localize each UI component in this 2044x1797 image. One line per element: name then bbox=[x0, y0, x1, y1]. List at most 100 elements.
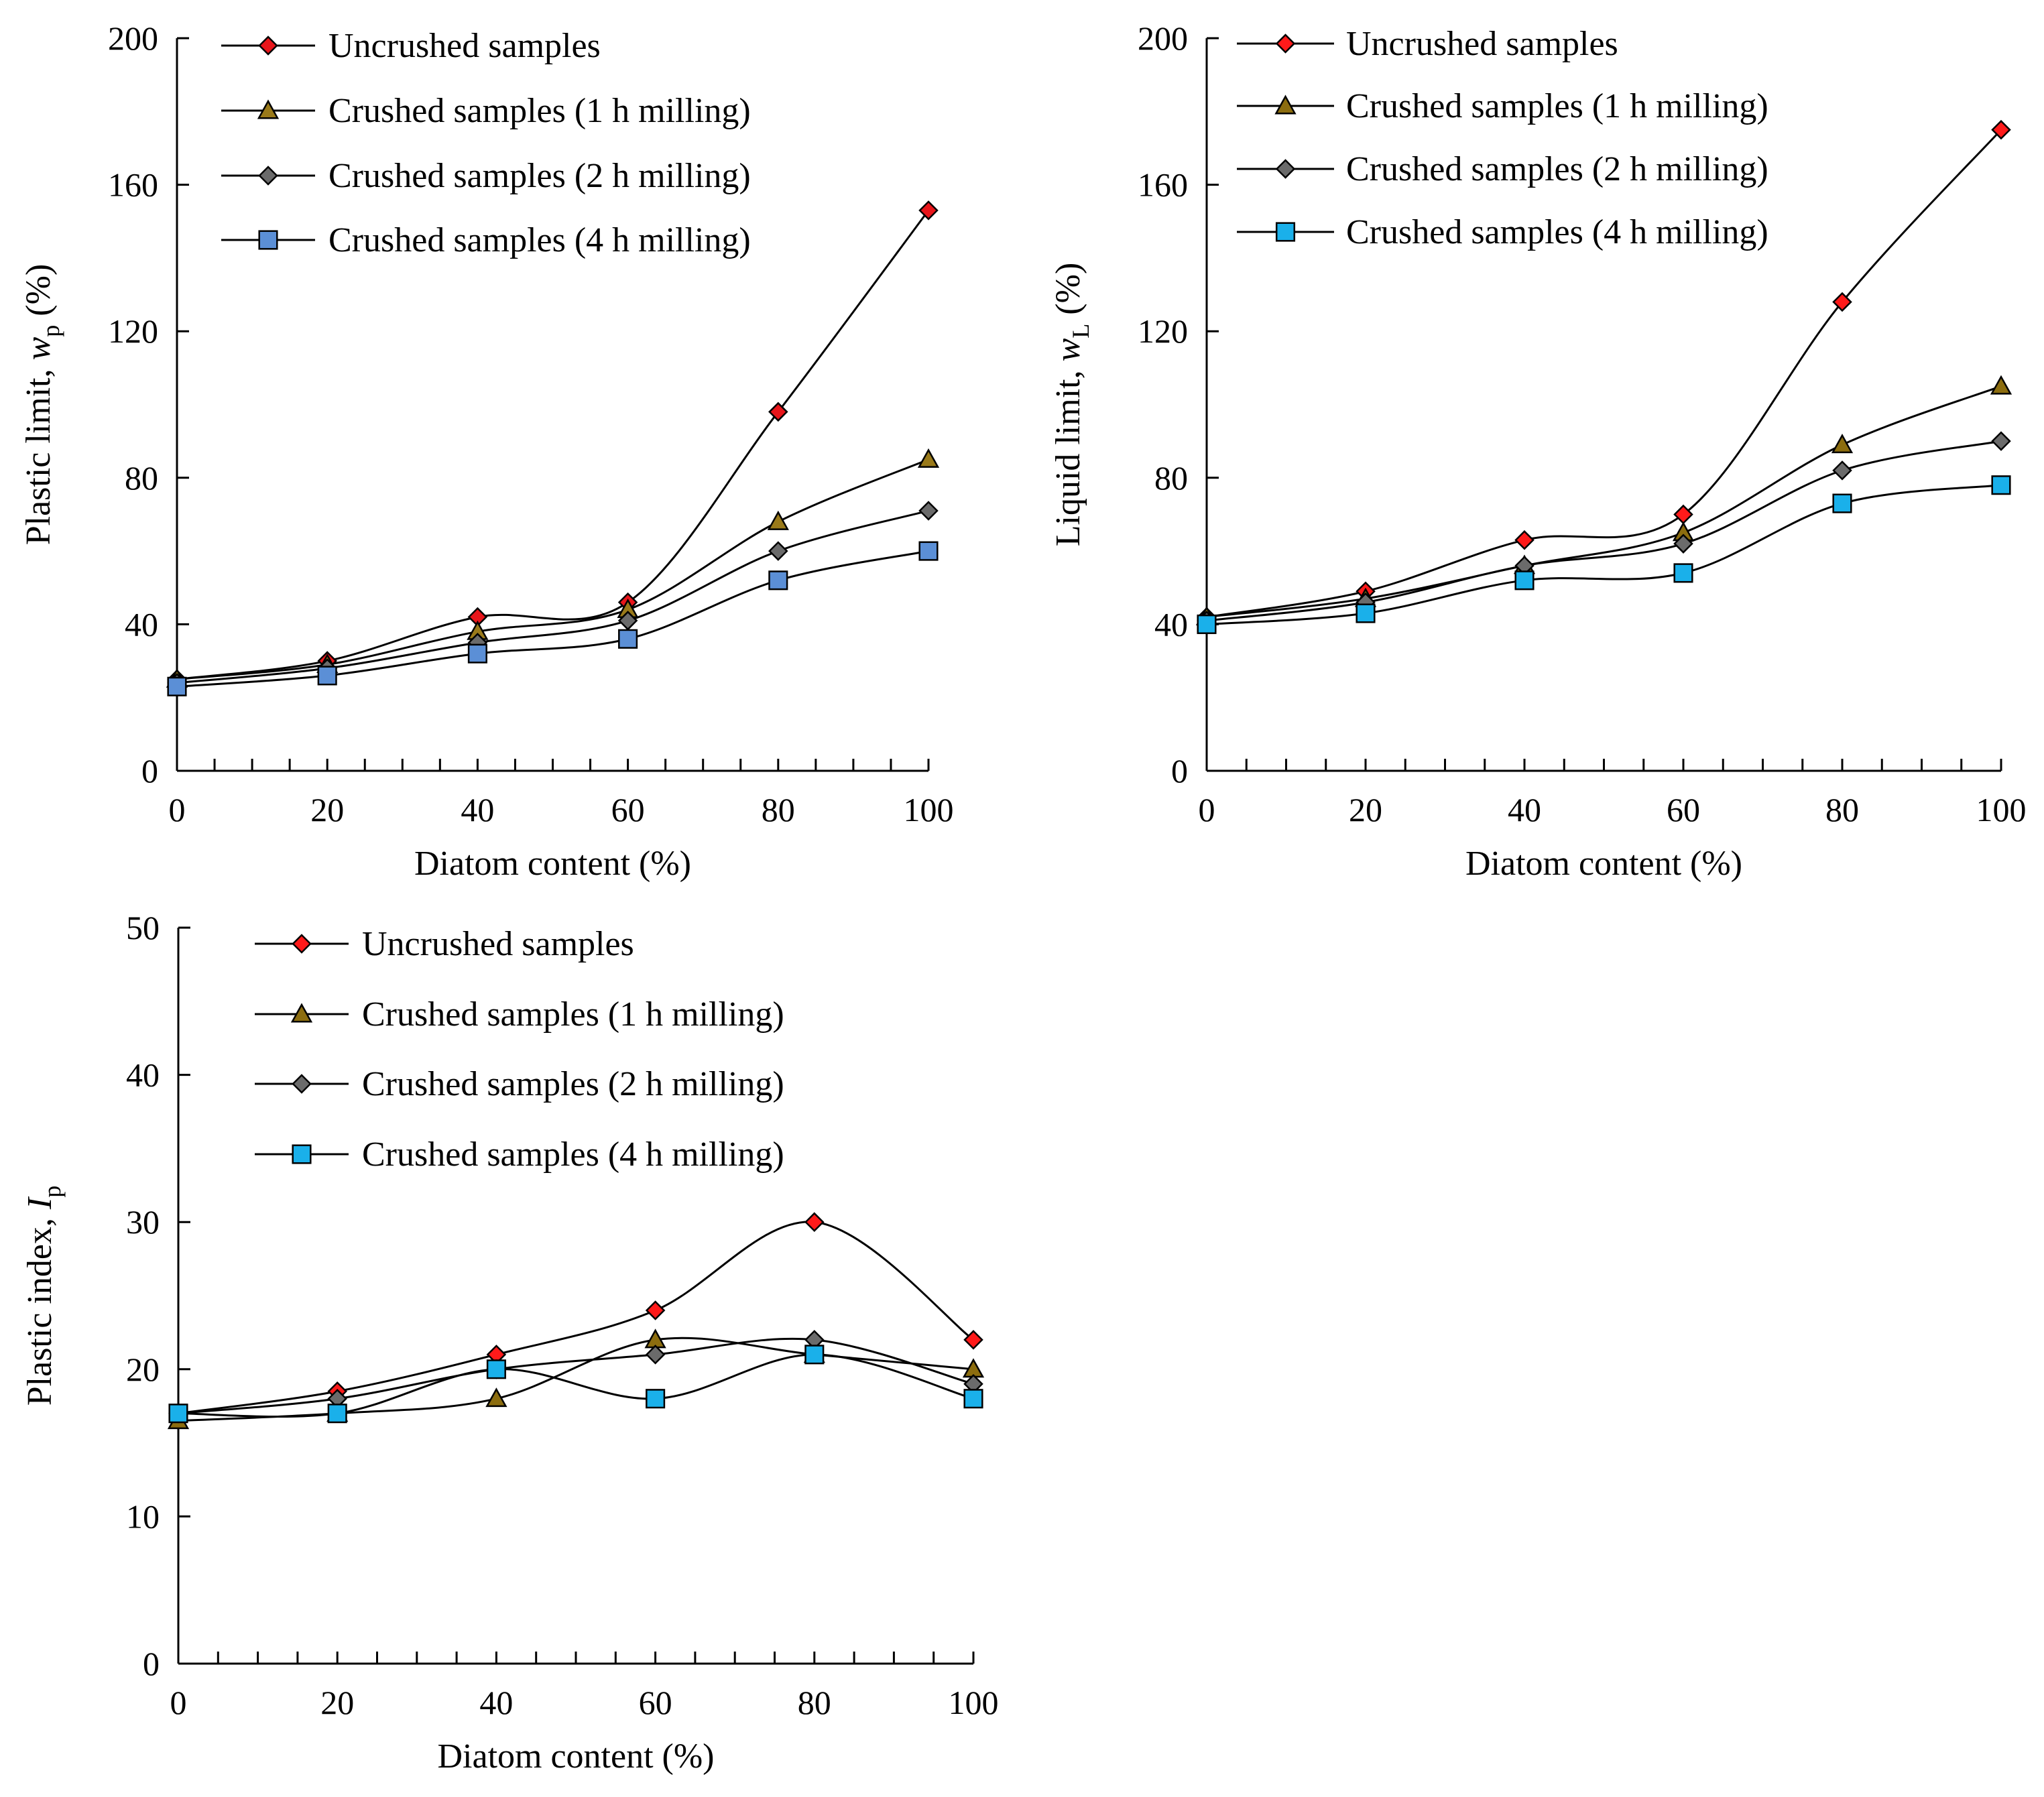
data-point bbox=[1673, 534, 1693, 554]
data-point bbox=[1990, 375, 2012, 395]
data-point bbox=[768, 401, 788, 422]
x-tick-label: 60 bbox=[1667, 791, 1700, 828]
y-tick-label: 80 bbox=[1154, 459, 1188, 497]
x-tick-label: 100 bbox=[904, 791, 954, 828]
data-point bbox=[1356, 603, 1376, 623]
legend-label: Uncrushed samples bbox=[328, 27, 601, 65]
legend-label: Crushed samples (2 h milling) bbox=[362, 1065, 784, 1103]
legend-label: Crushed samples (1 h milling) bbox=[328, 92, 751, 130]
x-tick-label: 20 bbox=[1349, 791, 1382, 828]
y-axis-title: Plastic index, Ip bbox=[21, 1186, 66, 1406]
data-point bbox=[1991, 431, 2011, 451]
data-point bbox=[646, 1389, 666, 1409]
y-axis-title-text: Plastic limit, bbox=[19, 360, 58, 545]
series-line-1 bbox=[1206, 385, 2002, 618]
series-line-3 bbox=[1206, 484, 2002, 625]
chart-plastic-index: 0 10 20 30 40 50 0 20 40 60 80 100 Diatom content (%… bbox=[21, 909, 999, 1776]
data-point bbox=[918, 501, 939, 521]
legend-label: Crushed samples (1 h milling) bbox=[1346, 87, 1768, 125]
legend-label: Crushed samples (2 h milling) bbox=[328, 157, 751, 195]
y-axis-title-subscript: p bbox=[38, 325, 64, 337]
legend-marker bbox=[292, 934, 312, 954]
data-point bbox=[1197, 614, 1217, 634]
chart-plastic-limit: 0 40 80 120 160 200 0 20 40 60 80 100 Diatom content… bbox=[19, 19, 954, 883]
chart-liquid-limit: 0 40 80 120 160 200 0 20 40 60 80 100 Diatom content… bbox=[1049, 19, 2027, 883]
y-axis-title: Liquid limit, wL (%) bbox=[1049, 263, 1094, 547]
legend-label: Crushed samples (2 h milling) bbox=[1346, 150, 1768, 188]
legend-label: Crushed samples (4 h milling) bbox=[362, 1135, 784, 1174]
legend-label: Uncrushed samples bbox=[1346, 25, 1618, 63]
y-axis-title-subscript: p bbox=[39, 1186, 66, 1198]
y-tick-label: 120 bbox=[1138, 312, 1188, 350]
legend-label: Crushed samples (4 h milling) bbox=[1346, 213, 1768, 251]
y-tick-label: 20 bbox=[126, 1351, 160, 1388]
series-line-0 bbox=[176, 209, 930, 680]
y-axis-title-symbol: w bbox=[19, 336, 58, 360]
x-tick-label: 80 bbox=[762, 791, 795, 828]
legend-marker bbox=[1275, 222, 1296, 242]
data-point bbox=[1832, 460, 1852, 481]
y-axis-title-symbol: I bbox=[21, 1196, 59, 1210]
y-axis-title: Plastic limit, wp (%) bbox=[19, 264, 64, 546]
y-tick-label: 80 bbox=[125, 459, 158, 497]
x-tick-label: 0 bbox=[169, 791, 186, 828]
y-axis-title-unit: (%) bbox=[1049, 263, 1087, 324]
legend-marker bbox=[290, 1003, 313, 1023]
series-line-1 bbox=[176, 458, 929, 680]
data-point bbox=[1831, 434, 1854, 454]
y-tick-label: 50 bbox=[126, 909, 160, 946]
legend-marker bbox=[1274, 95, 1297, 115]
y-tick-label: 120 bbox=[108, 312, 158, 350]
x-tick-label: 20 bbox=[320, 1684, 354, 1721]
y-tick-label: 160 bbox=[1138, 166, 1188, 204]
series-line-1 bbox=[178, 1337, 974, 1422]
data-point bbox=[804, 1212, 825, 1232]
x-axis-title: Diatom content (%) bbox=[1465, 845, 1742, 883]
legend-marker bbox=[1275, 34, 1296, 54]
x-tick-label: 0 bbox=[1199, 791, 1215, 828]
series-line-2 bbox=[176, 509, 929, 684]
data-point bbox=[1832, 292, 1852, 312]
legend-marker bbox=[258, 166, 278, 186]
legend-marker bbox=[292, 1144, 312, 1164]
x-tick-label: 40 bbox=[479, 1684, 513, 1721]
data-point bbox=[618, 629, 638, 649]
data-point bbox=[918, 200, 939, 221]
y-tick-label: 200 bbox=[108, 19, 158, 57]
series-line-2 bbox=[1206, 440, 2002, 622]
series-line-0 bbox=[178, 1221, 974, 1415]
x-tick-label: 40 bbox=[1508, 791, 1541, 828]
data-point bbox=[768, 570, 788, 591]
y-tick-label: 0 bbox=[143, 1645, 160, 1682]
data-point bbox=[167, 676, 187, 696]
x-tick-label: 40 bbox=[461, 791, 494, 828]
data-point bbox=[767, 510, 789, 530]
y-axis-title-symbol: w bbox=[1049, 338, 1087, 361]
legend-marker bbox=[258, 36, 278, 56]
data-point bbox=[1991, 475, 2011, 495]
y-axis-title-text: Plastic index, bbox=[21, 1209, 59, 1406]
x-tick-label: 0 bbox=[170, 1684, 187, 1721]
data-point bbox=[918, 541, 939, 561]
legend-label: Crushed samples (1 h milling) bbox=[362, 995, 784, 1034]
data-point bbox=[485, 1387, 507, 1408]
legend: Uncrushed samples Crushed samples (1 h mi… bbox=[255, 925, 784, 1174]
x-tick-label: 60 bbox=[639, 1684, 672, 1721]
x-tick-label: 100 bbox=[949, 1684, 999, 1721]
data-point bbox=[804, 1345, 825, 1365]
series-line-0 bbox=[1206, 129, 2002, 618]
legend: Uncrushed samples Crushed samples (1 h mi… bbox=[221, 27, 751, 259]
data-point bbox=[1514, 530, 1535, 550]
data-point bbox=[486, 1359, 506, 1379]
data-point bbox=[645, 1300, 666, 1320]
data-point bbox=[645, 1345, 666, 1365]
data-point bbox=[768, 541, 788, 561]
y-axis-title-subscript: L bbox=[1067, 324, 1094, 338]
data-point bbox=[1514, 570, 1535, 591]
data-point bbox=[317, 666, 337, 686]
legend-label: Crushed samples (4 h milling) bbox=[328, 221, 751, 259]
legend: Uncrushed samples Crushed samples (1 h mi… bbox=[1237, 25, 1768, 251]
y-tick-label: 160 bbox=[108, 166, 158, 204]
y-tick-label: 10 bbox=[126, 1497, 160, 1535]
